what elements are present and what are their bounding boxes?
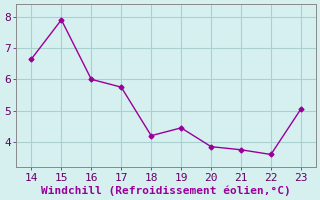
X-axis label: Windchill (Refroidissement éolien,°C): Windchill (Refroidissement éolien,°C) [41,185,291,196]
